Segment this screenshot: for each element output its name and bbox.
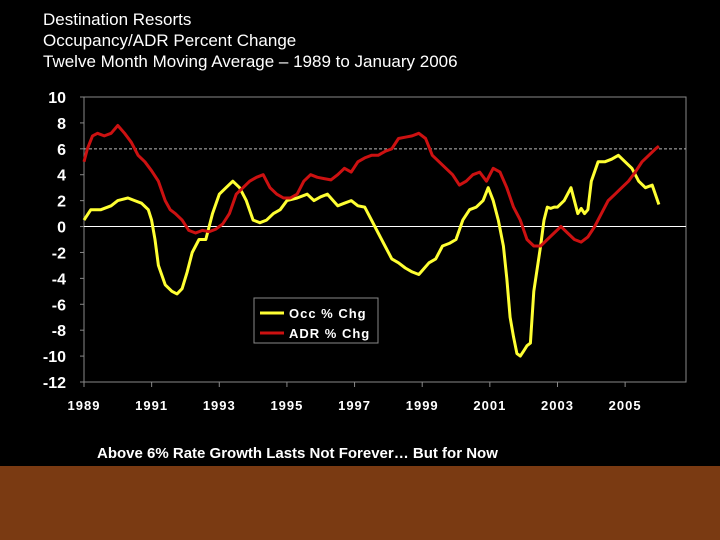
- legend-occ-label: Occ % Chg: [289, 306, 367, 321]
- x-tick-label: 1991: [135, 398, 168, 413]
- x-tick-label: 1995: [270, 398, 303, 413]
- x-tick-label: 2003: [541, 398, 574, 413]
- line-chart: 10 8 6 4 2 0 -2 -4 -6 -8 -10 -12 1989 1991 1993 1995 19…: [43, 90, 687, 413]
- x-tick-label: 1999: [406, 398, 439, 413]
- adr-series-line: [82, 124, 660, 248]
- occ-series-line: [82, 153, 661, 358]
- y-tick-label: -2: [52, 245, 66, 262]
- legend-adr-label: ADR % Chg: [289, 326, 370, 341]
- legend-box: [253, 297, 379, 344]
- y-tick-label: 8: [57, 116, 66, 133]
- title-line-2: Occupancy/ADR Percent Change: [43, 31, 297, 50]
- y-tick-label: 4: [57, 168, 66, 185]
- legend: Occ % Chg ADR % Chg: [253, 297, 379, 344]
- title-line-3: Twelve Month Moving Average – 1989 to Ja…: [43, 52, 458, 71]
- y-tick-label: -12: [43, 375, 66, 392]
- y-tick-label: -4: [52, 271, 66, 288]
- plot-area: [83, 96, 687, 383]
- y-tick-label: -8: [52, 323, 66, 340]
- chart-caption: Above 6% Rate Growth Lasts Not Forever… …: [97, 445, 498, 462]
- y-tick-label: -6: [52, 297, 66, 314]
- y-tick-label: 2: [57, 194, 66, 211]
- y-tick-label: 10: [48, 90, 66, 107]
- x-tick-label: 1997: [338, 398, 371, 413]
- x-tick-label: 1989: [68, 398, 101, 413]
- footer-band: [0, 466, 720, 540]
- x-tick-label: 2001: [473, 398, 506, 413]
- y-tick-label: 0: [57, 220, 66, 237]
- x-tick-label: 2005: [609, 398, 642, 413]
- chart-title: Destination Resorts Occupancy/ADR Percen…: [43, 9, 458, 72]
- x-tick-label: 1993: [203, 398, 236, 413]
- y-tick-label: 6: [57, 142, 66, 159]
- y-tick-label: -10: [43, 349, 66, 366]
- title-line-1: Destination Resorts: [43, 10, 192, 29]
